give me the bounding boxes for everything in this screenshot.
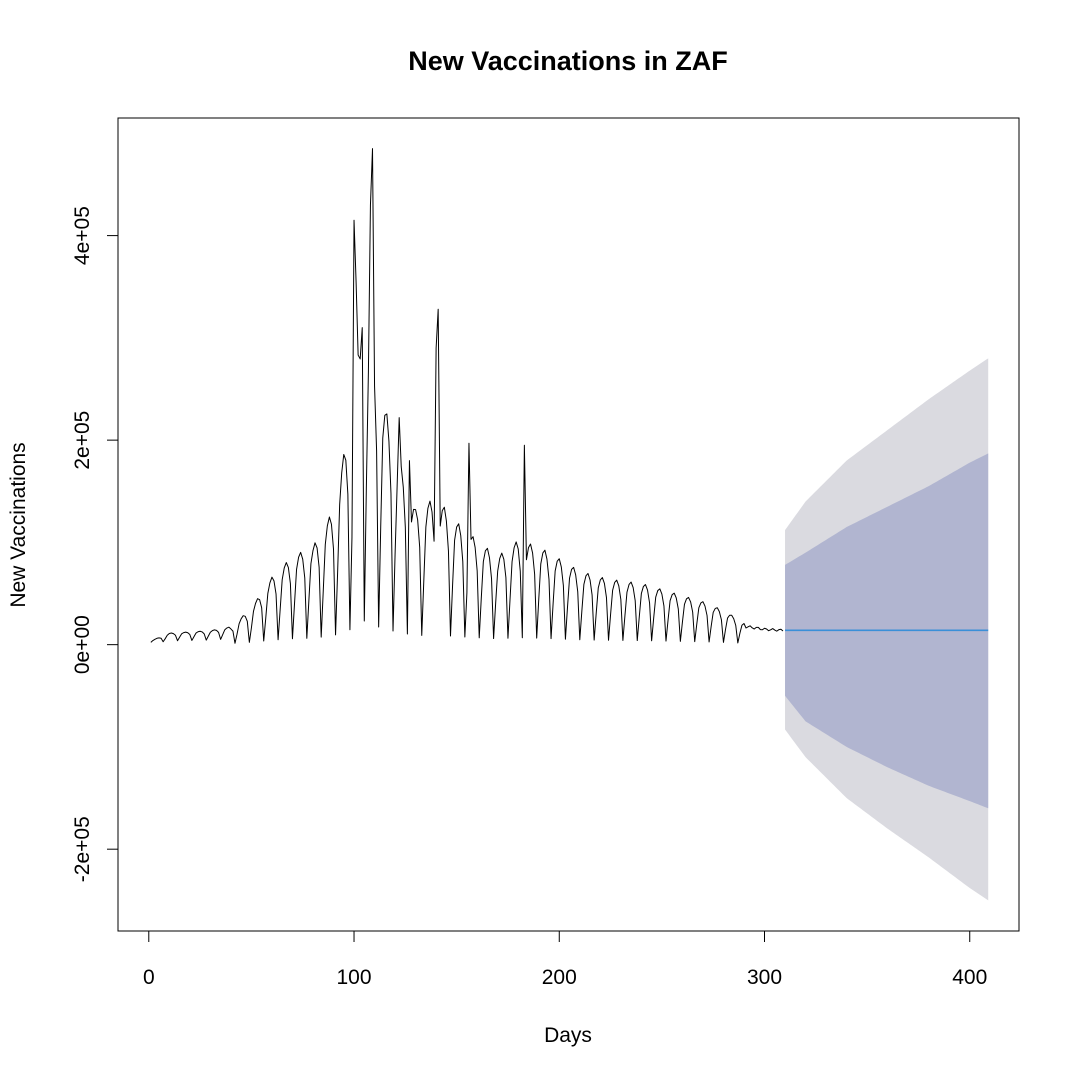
observed-series <box>150 148 784 644</box>
x-axis-label: Days <box>544 1024 592 1047</box>
y-tick-label: 4e+05 <box>71 206 94 265</box>
chart-title: New Vaccinations in ZAF <box>408 46 728 76</box>
y-axis-label: New Vaccinations <box>7 442 30 607</box>
x-tick-label: 200 <box>542 966 577 989</box>
x-axis: 0 100 200 300 400 <box>143 930 987 989</box>
x-tick-label: 100 <box>337 966 372 989</box>
x-tick-label: 400 <box>952 966 987 989</box>
observed-line <box>150 148 784 644</box>
x-tick-label: 0 <box>143 966 155 989</box>
y-tick-label: -2e+05 <box>71 816 94 882</box>
y-axis: -2e+05 0e+00 2e+05 4e+05 <box>71 206 119 882</box>
x-tick-label: 300 <box>747 966 782 989</box>
y-tick-label: 0e+00 <box>71 615 94 674</box>
y-tick-label: 2e+05 <box>71 411 94 470</box>
